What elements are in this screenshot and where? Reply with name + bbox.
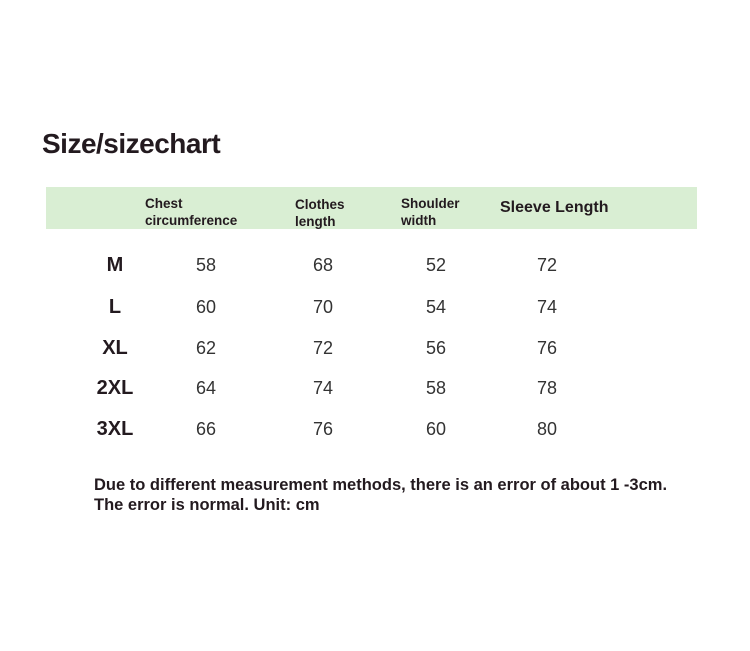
table-cell: 76 — [312, 419, 334, 439]
header-shoulder-width: Shoulder width — [401, 196, 460, 228]
table-cell: 52 — [425, 255, 447, 275]
header-clothes-length: Clothes length — [295, 197, 345, 229]
table-cell: 68 — [312, 255, 334, 275]
size-label: 2XL — [96, 377, 134, 399]
table-cell: 60 — [195, 297, 217, 317]
table-cell: 54 — [425, 297, 447, 317]
table-cell: 76 — [536, 338, 558, 358]
table-cell: 70 — [312, 297, 334, 317]
size-label: 3XL — [96, 418, 134, 440]
table-cell: 62 — [195, 338, 217, 358]
table-cell: 60 — [425, 419, 447, 439]
table-cell: 64 — [195, 378, 217, 398]
size-label: L — [108, 296, 122, 318]
table-cell: 58 — [195, 255, 217, 275]
table-cell: 72 — [312, 338, 334, 358]
table-cell: 72 — [536, 255, 558, 275]
table-header-band — [46, 187, 697, 229]
size-label: XL — [102, 337, 128, 359]
page-title: Size/sizechart — [42, 128, 221, 159]
header-chest: Chest circumference — [145, 196, 238, 228]
table-cell: 66 — [195, 419, 217, 439]
table-cell: 78 — [536, 378, 558, 398]
table-cell: 56 — [425, 338, 447, 358]
header-sleeve-length: Sleeve Length — [500, 199, 609, 216]
table-cell: 74 — [312, 378, 334, 398]
size-label: M — [106, 254, 124, 276]
measurement-note: Due to different measurement methods, th… — [94, 476, 668, 514]
table-cell: 58 — [425, 378, 447, 398]
table-cell: 74 — [536, 297, 558, 317]
table-cell: 80 — [536, 419, 558, 439]
